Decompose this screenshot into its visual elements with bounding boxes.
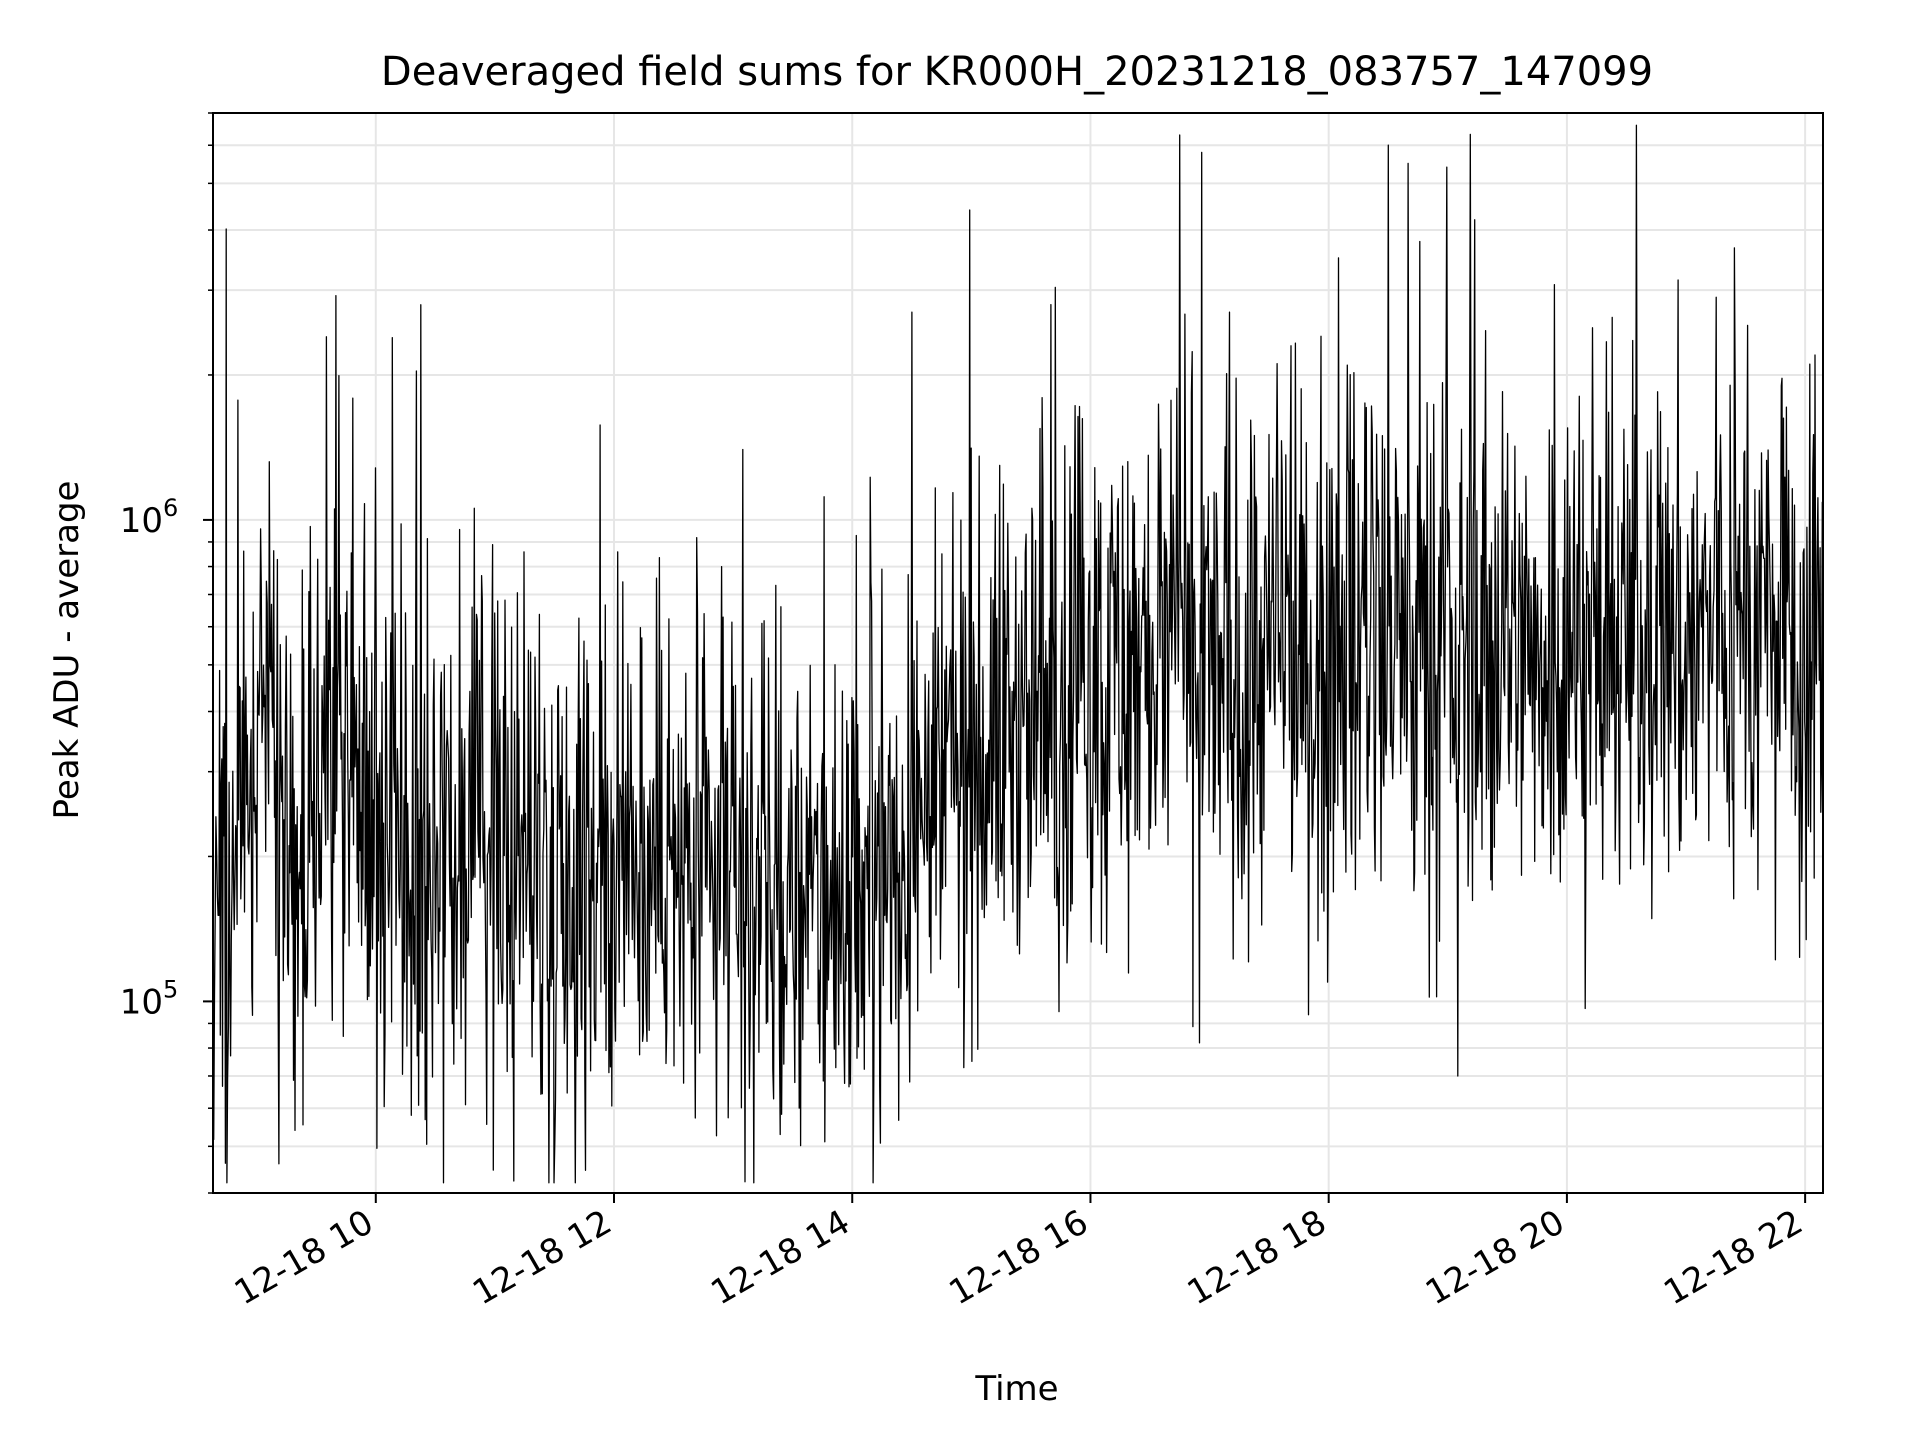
y-tick-label: 106	[120, 494, 179, 541]
series-line	[212, 124, 1824, 1184]
x-axis-label: Time	[974, 1369, 1058, 1409]
plot-frame	[212, 112, 1824, 1194]
y-axis-label: Peak ADU - average	[47, 481, 87, 820]
series-group	[212, 124, 1824, 1184]
y-tick-label: 105	[120, 975, 179, 1022]
chart-title: Deaveraged field sums for KR000H_2023121…	[381, 49, 1653, 95]
